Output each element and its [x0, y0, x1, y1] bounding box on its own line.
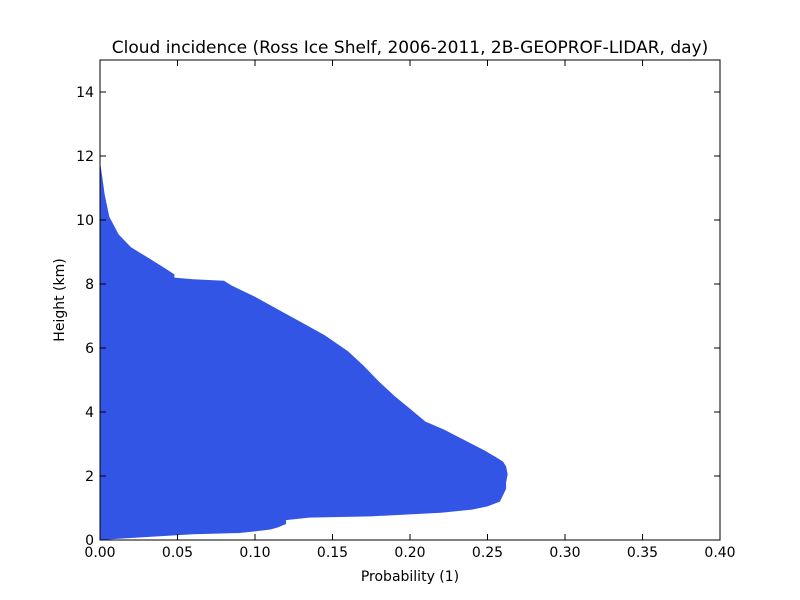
- y-tick-label: 8: [85, 277, 94, 293]
- y-tick-label: 12: [76, 149, 94, 165]
- chart-title: Cloud incidence (Ross Ice Shelf, 2006-20…: [112, 38, 709, 58]
- x-axis-title: Probability (1): [361, 569, 459, 585]
- x-tick-label: 0.40: [704, 545, 735, 561]
- y-tick-label: 14: [76, 85, 94, 101]
- profile-area-series-0: [100, 162, 508, 540]
- x-tick-label: 0.05: [162, 545, 193, 561]
- y-tick-label: 6: [85, 341, 94, 357]
- y-tick-label: 2: [85, 469, 94, 485]
- y-tick-label: 4: [85, 405, 94, 421]
- x-tick-label: 0.35: [627, 545, 658, 561]
- x-tick-label: 0.15: [317, 545, 348, 561]
- x-tick-label: 0.00: [84, 545, 115, 561]
- x-tick-label: 0.10: [239, 545, 270, 561]
- x-axis: 0.00 0.05 0.10 0.15 0.20 0.25 0.30 0.35 0.40: [84, 60, 736, 561]
- x-tick-label: 0.20: [394, 545, 425, 561]
- y-tick-label: 0: [85, 533, 94, 549]
- y-axis: 0 2 4 6 8 10 12 14: [76, 85, 720, 549]
- plot-area: [100, 162, 508, 540]
- y-axis-title: Height (km): [52, 258, 68, 341]
- x-tick-label: 0.25: [472, 545, 503, 561]
- y-tick-label: 10: [76, 213, 94, 229]
- x-tick-label: 0.30: [549, 545, 580, 561]
